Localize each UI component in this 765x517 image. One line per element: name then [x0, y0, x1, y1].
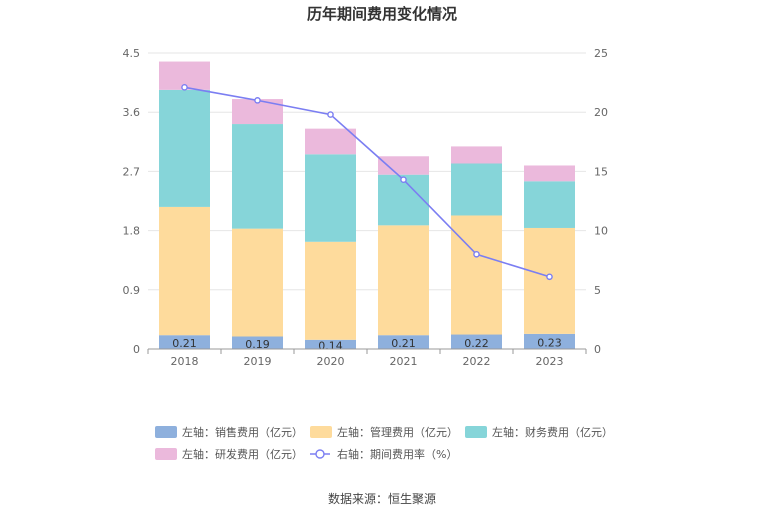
bar-segment	[378, 156, 429, 175]
line-point	[546, 273, 553, 281]
bar-data-label: 0.14	[318, 339, 343, 352]
line-series	[181, 84, 553, 281]
bar-segment	[378, 225, 429, 336]
bar-segment	[451, 215, 502, 335]
bar-segment	[524, 181, 575, 228]
bar-segment	[524, 165, 575, 182]
x-tick-label: 2020	[317, 355, 345, 368]
y-left-tick-label: 0.9	[123, 284, 141, 297]
bar-segment	[451, 146, 502, 164]
y-left-tick-label: 4.5	[123, 47, 141, 60]
x-tick-label: 2018	[171, 355, 199, 368]
line-path	[184, 86, 550, 278]
bar-segment	[159, 206, 210, 336]
y-right-tick-label: 10	[594, 225, 608, 238]
grid	[148, 52, 586, 291]
bar-data-label: 0.19	[245, 338, 270, 351]
bar-segment	[305, 241, 356, 340]
bar-segment	[159, 89, 210, 207]
y-right-tick-label: 0	[594, 343, 601, 356]
legend-swatch	[155, 426, 177, 438]
x-tick-label: 2021	[390, 355, 418, 368]
bar-segment	[232, 124, 283, 229]
bar-segment	[378, 335, 429, 349]
legend-swatch	[310, 426, 332, 438]
bar-data-label: 0.21	[391, 337, 416, 350]
bar-segment	[451, 163, 502, 216]
bar-data-label: 0.23	[537, 336, 562, 349]
bar-segment	[232, 228, 283, 337]
legend-marker	[315, 449, 325, 459]
source-note: 数据来源：恒生聚源	[328, 491, 436, 506]
bar-segment	[524, 333, 575, 349]
line-point	[400, 176, 407, 183]
legend-label: 左轴：财务费用（亿元）	[492, 425, 613, 439]
x-tick-label: 2022	[463, 355, 491, 368]
axes: 0 0.9 1.8 2.7 3.6 4.5 0 5 10 15 20 25 2018 2019 2020 20…	[123, 47, 609, 368]
legend[interactable]: 左轴：销售费用（亿元） 左轴：管理费用（亿元） 左轴：财务费用（亿元） 左轴：研发费用…	[155, 425, 613, 461]
x-tick-label: 2019	[244, 355, 272, 368]
legend-swatch	[155, 448, 177, 460]
bar-segment	[305, 339, 356, 349]
bar-data-label: 0.21	[172, 337, 197, 350]
y-left-tick-label: 1.8	[123, 225, 141, 238]
bar-data-label: 0.22	[464, 337, 489, 350]
y-left-tick-label: 2.7	[123, 165, 141, 178]
y-left-tick-label: 3.6	[123, 106, 141, 119]
y-left-tick-label: 0	[133, 343, 140, 356]
bars: 0.21 0.19 0.14 0.21 0.22 0.23	[159, 61, 575, 352]
x-tick-label: 2023	[536, 355, 564, 368]
legend-label: 右轴：期间费用率（%）	[337, 447, 457, 461]
legend-swatch	[465, 426, 487, 438]
bar-segment	[305, 128, 356, 155]
legend-label: 左轴：管理费用（亿元）	[337, 425, 458, 439]
y-right-tick-label: 20	[594, 106, 608, 119]
chart-title: 历年期间费用变化情况	[307, 5, 457, 23]
legend-label: 左轴：研发费用（亿元）	[182, 447, 303, 461]
bar-segment	[159, 335, 210, 349]
bar-segment	[232, 336, 283, 349]
bar-segment	[378, 174, 429, 226]
bar-segment	[305, 154, 356, 242]
y-right-tick-label: 5	[594, 284, 601, 297]
line-point	[473, 250, 480, 258]
line-point	[181, 84, 188, 91]
bar-segment	[451, 334, 502, 349]
y-right-tick-label: 15	[594, 165, 608, 178]
legend-label: 左轴：销售费用（亿元）	[182, 425, 303, 439]
bar-segment	[524, 227, 575, 334]
line-point	[254, 97, 261, 104]
line-point	[327, 111, 334, 118]
y-right-tick-label: 25	[594, 47, 608, 60]
